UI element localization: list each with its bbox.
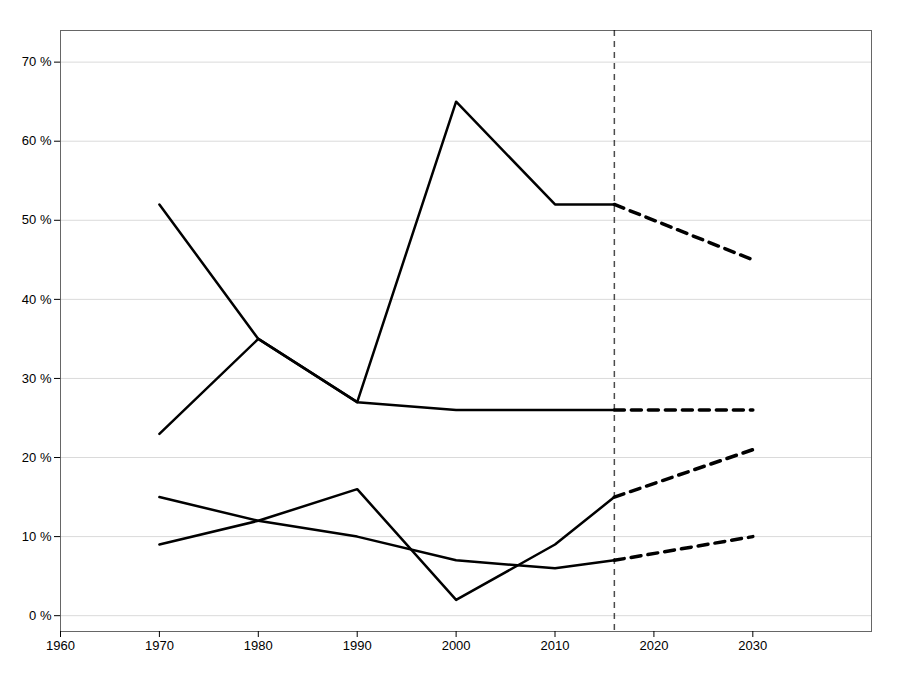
svg-text:1990: 1990 xyxy=(343,638,372,653)
svg-text:2010: 2010 xyxy=(541,638,570,653)
svg-text:60 %: 60 % xyxy=(22,133,52,148)
svg-text:70 %: 70 % xyxy=(22,54,52,69)
svg-text:2030: 2030 xyxy=(738,638,767,653)
svg-text:2000: 2000 xyxy=(442,638,471,653)
svg-text:10 %: 10 % xyxy=(22,529,52,544)
svg-text:30 %: 30 % xyxy=(22,371,52,386)
svg-text:1960: 1960 xyxy=(46,638,75,653)
svg-text:40 %: 40 % xyxy=(22,292,52,307)
svg-text:1980: 1980 xyxy=(244,638,273,653)
svg-text:2020: 2020 xyxy=(639,638,668,653)
svg-text:50 %: 50 % xyxy=(22,212,52,227)
svg-text:1970: 1970 xyxy=(145,638,174,653)
svg-text:20 %: 20 % xyxy=(22,450,52,465)
svg-text:0 %: 0 % xyxy=(29,608,52,623)
